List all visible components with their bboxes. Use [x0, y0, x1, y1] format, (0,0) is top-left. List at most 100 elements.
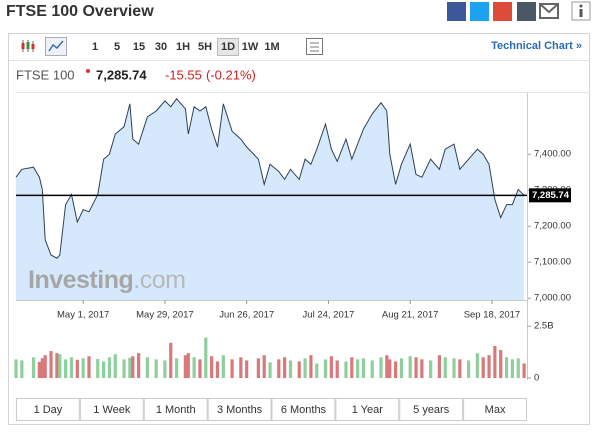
period-label[interactable]: 1 Week [93, 404, 131, 416]
period-button[interactable] [463, 398, 527, 421]
volume-bar [309, 355, 313, 378]
volume-bar [370, 360, 374, 378]
period-button[interactable] [207, 398, 272, 421]
period-label[interactable]: 3 Months [217, 404, 263, 416]
volume-bar [192, 357, 196, 378]
volume-bar [443, 357, 447, 378]
volume-bar [288, 360, 293, 378]
interval-button[interactable]: 1D [221, 41, 235, 53]
y-tick-label: 7,200.00 [534, 221, 571, 232]
volume-tick-label: 0 [534, 373, 539, 384]
volume-bar [262, 355, 266, 378]
period-label[interactable]: 1 Year [352, 404, 384, 416]
candle-icon[interactable] [21, 40, 35, 52]
volume-bar [215, 361, 220, 378]
volume-bar [58, 354, 62, 378]
volume-bar [458, 359, 462, 378]
volume-bar [277, 359, 281, 378]
volume-bar [467, 360, 471, 378]
watermark-suffix: .com [133, 266, 185, 294]
volume-bar [481, 357, 485, 378]
period-label[interactable]: 6 Months [281, 404, 327, 416]
area [16, 98, 525, 300]
line [15, 98, 525, 259]
volume-bar [344, 361, 348, 378]
x-tick-label: Sep 18, 2017 [464, 310, 521, 321]
volume-bar [394, 361, 398, 378]
interval-button[interactable]: 5H [198, 41, 212, 53]
price-tag-label: 7,285.74 [532, 190, 570, 201]
volume-bar [256, 358, 260, 378]
info-dot [579, 4, 583, 8]
period-button[interactable] [335, 398, 400, 421]
change-percent: (-0.21%) [206, 67, 256, 82]
interval-button[interactable]: 5 [114, 41, 120, 53]
facebook-icon[interactable] [447, 2, 466, 21]
volume-bar [145, 357, 149, 378]
twitter-icon[interactable] [470, 2, 489, 21]
mail-flap [539, 3, 559, 14]
volume-bar [522, 363, 526, 378]
volume-bar [186, 353, 190, 378]
info-glyph [579, 9, 583, 17]
google-icon[interactable] [493, 2, 512, 21]
x-tick-label: Jun 26, 2017 [219, 310, 274, 321]
period-label[interactable]: 1 Day [34, 404, 63, 416]
interval-active-bg [217, 38, 239, 56]
period-button[interactable] [399, 398, 464, 421]
volume-bar [221, 355, 225, 378]
interval-button[interactable]: 1M [264, 41, 279, 53]
period-label[interactable]: 5 years [413, 404, 450, 416]
instrument-name: FTSE 100 [16, 67, 75, 82]
interval-button[interactable]: 30 [155, 41, 167, 53]
line-icon [48, 40, 64, 52]
volume-bar [169, 342, 173, 378]
volume-bar [96, 358, 100, 378]
interval-button[interactable]: 1H [176, 41, 190, 53]
period-label[interactable]: 1 Month [156, 404, 196, 416]
period-button[interactable] [143, 398, 208, 421]
volume-bar [75, 359, 79, 378]
volume-bar [198, 359, 202, 378]
volume-bar [183, 355, 187, 378]
period-button[interactable] [79, 398, 144, 421]
volume-bar [429, 360, 433, 378]
volume-bar [20, 360, 24, 378]
period-buttons: 1 Day 1 Week 1 Month 3 Months 6 Months 1 Year… [16, 398, 527, 421]
period-button[interactable] [271, 398, 336, 421]
y-tick-label: 7,100.00 [534, 257, 571, 268]
volume-bar [510, 359, 514, 378]
technical-chart-link[interactable]: Technical Chart » [491, 40, 582, 52]
x-tick-label: Aug 21, 2017 [382, 310, 439, 321]
volume-bar [315, 363, 319, 378]
volume-bar [107, 357, 112, 378]
change: -15.55 [165, 67, 202, 82]
volume-bar [14, 359, 18, 378]
volume-bar [297, 361, 301, 378]
volume-bar [487, 355, 491, 378]
volume-bar [230, 359, 234, 378]
volume-bar [43, 355, 47, 378]
interval-button[interactable]: 1W [242, 41, 259, 53]
x-tick-label: May 1, 2017 [57, 310, 109, 321]
volume-bar [283, 357, 287, 378]
y-tick-label: 7,000.00 [534, 293, 571, 304]
stocktwits-icon[interactable] [517, 2, 536, 21]
volume-bar [113, 354, 117, 378]
interval-button[interactable]: 1 [92, 41, 98, 53]
volume-bar [323, 359, 328, 378]
volume-bar [31, 357, 36, 378]
period-label[interactable]: Max [485, 404, 506, 416]
volume-bar [102, 361, 106, 378]
watermark-brand: Investing [28, 266, 133, 294]
x-tick-label: May 29, 2017 [136, 310, 194, 321]
volume-bar [414, 357, 418, 378]
x-tick-label: Jul 24, 2017 [303, 310, 355, 321]
watermark: Investing.com [28, 266, 185, 294]
interval-button[interactable]: 15 [133, 41, 145, 53]
y-tick-label: 7,400.00 [534, 149, 571, 160]
volume-bar [128, 357, 132, 378]
status-dot [86, 69, 90, 73]
period-button[interactable] [16, 398, 80, 421]
